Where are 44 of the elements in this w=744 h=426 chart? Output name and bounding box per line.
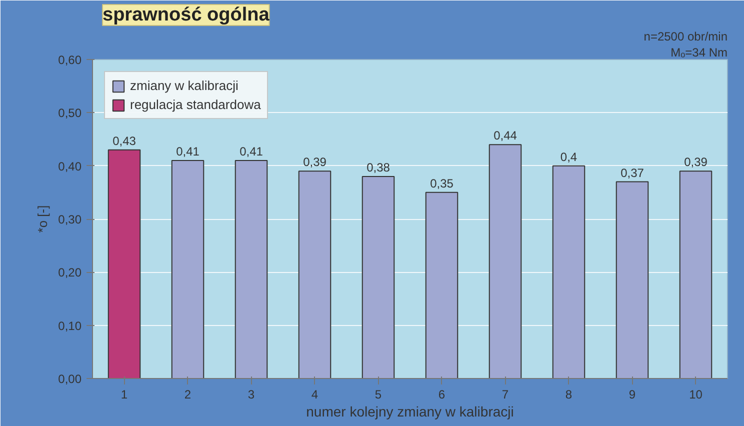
annotation: Mₒ=34 Nm: [670, 46, 728, 60]
x-tick-label: 4: [311, 388, 318, 402]
text: 0,35: [430, 176, 454, 190]
text: 0,43: [112, 134, 136, 148]
y-axis-title: *o [-]: [35, 205, 50, 233]
x-axis-title: numer kolejny zmiany w kalibracji: [306, 404, 514, 420]
text: 0,39: [684, 155, 708, 170]
text: 0,39: [303, 155, 326, 170]
bar: [298, 170, 332, 378]
x-tick-label: 3: [248, 388, 255, 402]
bar: [552, 165, 586, 378]
y-tick-label: 0,60: [58, 53, 82, 67]
text: n=2500 obr/min: [644, 30, 728, 44]
legend-label: regulacja standardowa: [130, 97, 261, 112]
bar: [616, 181, 649, 378]
y-tick-label: 0,20: [58, 266, 82, 280]
bar: [108, 149, 141, 378]
text: 0,38: [366, 160, 390, 174]
text: 0,41: [240, 144, 263, 159]
text: 0,41: [176, 144, 200, 159]
bar: [362, 176, 395, 378]
x-tick-label: 1: [120, 388, 128, 402]
x-tick-label: 10: [689, 388, 703, 402]
bar: [234, 160, 268, 378]
x-tick-label: 8: [565, 388, 572, 402]
x-tick-label: 7: [502, 388, 509, 402]
x-tick-label: 9: [628, 388, 636, 402]
y-tick-label: 0,10: [58, 318, 82, 333]
x-tick-label: 5: [374, 388, 382, 402]
x-tick-label: 6: [438, 388, 446, 402]
bar: [679, 170, 712, 378]
y-tick-label: 0,00: [58, 372, 82, 386]
x-tick-label: 2: [184, 388, 192, 402]
text: 0,4: [560, 150, 578, 164]
bar: [425, 192, 458, 378]
y-tick-label: 0,30: [58, 212, 82, 226]
bar: [488, 144, 522, 378]
y-tick-label: 0,50: [58, 106, 82, 120]
legend-label: zmiany w kalibracji: [130, 78, 238, 93]
chart-title: sprawność ogólna: [102, 4, 270, 26]
bar: [171, 160, 204, 378]
text: 0,44: [494, 128, 517, 143]
y-tick-label: 0,40: [58, 159, 82, 174]
text: 0,37: [620, 166, 644, 180]
